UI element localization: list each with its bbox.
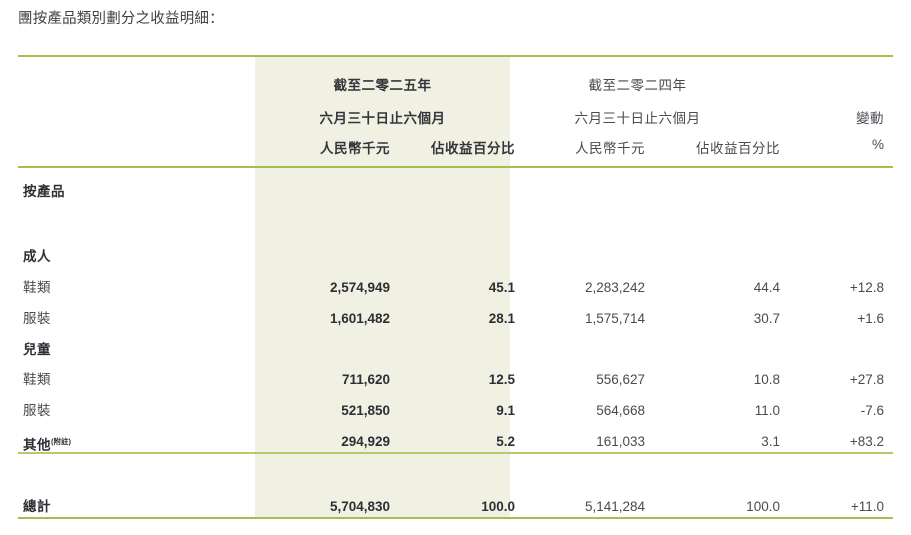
row-change: -7.6 [860,403,884,418]
total-label: 總計 [23,499,51,514]
row-change: +27.8 [849,372,884,387]
row-current-amount: 2,574,949 [329,280,390,295]
subtotal-rule [18,452,893,454]
table-header: 截至二零二五年 截至二零二四年 六月三十日止六個月 六月三十日止六個月 人民幣千… [18,55,893,166]
table-row: 鞋類 711,620 12.5 556,627 10.8 +27.8 [18,365,893,395]
row-previous-amount: 564,668 [596,403,645,418]
row-current-percent: 45.1 [488,280,515,295]
header-previous-amount-unit: 人民幣千元 [575,141,645,156]
table-row: 鞋類 2,574,949 45.1 2,283,242 44.4 +12.8 [18,273,893,303]
section-title: 按產品 [23,184,65,199]
header-change-unit: % [871,137,884,152]
header-current-year: 截至二零二五年 [333,78,432,93]
header-previous-period: 六月三十日止六個月 [574,111,701,126]
total-change: +11.0 [850,499,884,514]
row-current-amount: 294,929 [341,434,390,449]
revenue-breakdown-table: 截至二零二五年 截至二零二四年 六月三十日止六個月 六月三十日止六個月 人民幣千… [18,55,893,519]
row-previous-amount: 1,575,714 [584,311,645,326]
row-current-amount: 711,620 [341,372,390,387]
row-change: +12.8 [849,280,884,295]
table-bottom-rule [18,517,893,519]
row-previous-amount: 2,283,242 [584,280,645,295]
row-previous-amount: 161,033 [596,434,645,449]
row-current-percent: 5.2 [496,434,515,449]
header-separator-rule [18,166,893,168]
row-previous-percent: 10.8 [753,372,780,387]
current-period-highlight-band [255,55,510,519]
row-current-amount: 1,601,482 [329,311,390,326]
table-row: 兒童 [18,335,893,365]
row-previous-amount: 556,627 [596,372,645,387]
header-previous-percent-unit: 佔收益百分比 [696,141,780,156]
row-label: 服裝 [23,311,51,326]
header-current-period: 六月三十日止六個月 [319,111,446,126]
total-current-amount: 5,704,830 [329,499,390,514]
row-change: +1.6 [857,311,884,326]
table-top-rule [18,55,893,57]
row-label: 成人 [23,249,51,264]
header-previous-year: 截至二零二四年 [588,78,687,93]
row-previous-percent: 44.4 [753,280,780,295]
footnote-marker: (附註) [51,437,71,446]
total-previous-percent: 100.0 [746,499,780,514]
header-current-amount-unit: 人民幣千元 [320,141,390,156]
header-current-percent-unit: 佔收益百分比 [431,141,515,156]
row-label: 服裝 [23,403,51,418]
row-label: 其他 [23,437,51,453]
table-row: 其他(附註) 294,929 5.2 161,033 3.1 +83.2 [18,427,893,457]
total-row: 總計 5,704,830 100.0 5,141,284 100.0 +11.0 [18,492,893,522]
row-change: +83.2 [849,434,884,449]
table-row: 服裝 521,850 9.1 564,668 11.0 -7.6 [18,396,893,426]
table-row: 成人 [18,242,893,272]
row-current-percent: 28.1 [488,311,515,326]
row-previous-percent: 11.0 [754,403,780,418]
table-row: 服裝 1,601,482 28.1 1,575,714 30.7 +1.6 [18,304,893,334]
row-label: 兒童 [23,342,51,357]
table-caption: 團按產品類別劃分之收益明細： [18,11,224,27]
row-current-percent: 9.1 [496,403,515,418]
total-current-percent: 100.0 [481,499,515,514]
row-label-others: 其他(附註) [23,427,248,461]
row-previous-percent: 30.7 [753,311,780,326]
row-previous-percent: 3.1 [761,434,780,449]
total-previous-amount: 5,141,284 [584,499,645,514]
row-current-percent: 12.5 [488,372,515,387]
row-label: 鞋類 [23,372,51,387]
section-title-row: 按產品 [18,177,893,207]
row-label: 鞋類 [23,280,51,295]
row-current-amount: 521,850 [341,403,390,418]
header-change-label: 變動 [856,111,884,126]
